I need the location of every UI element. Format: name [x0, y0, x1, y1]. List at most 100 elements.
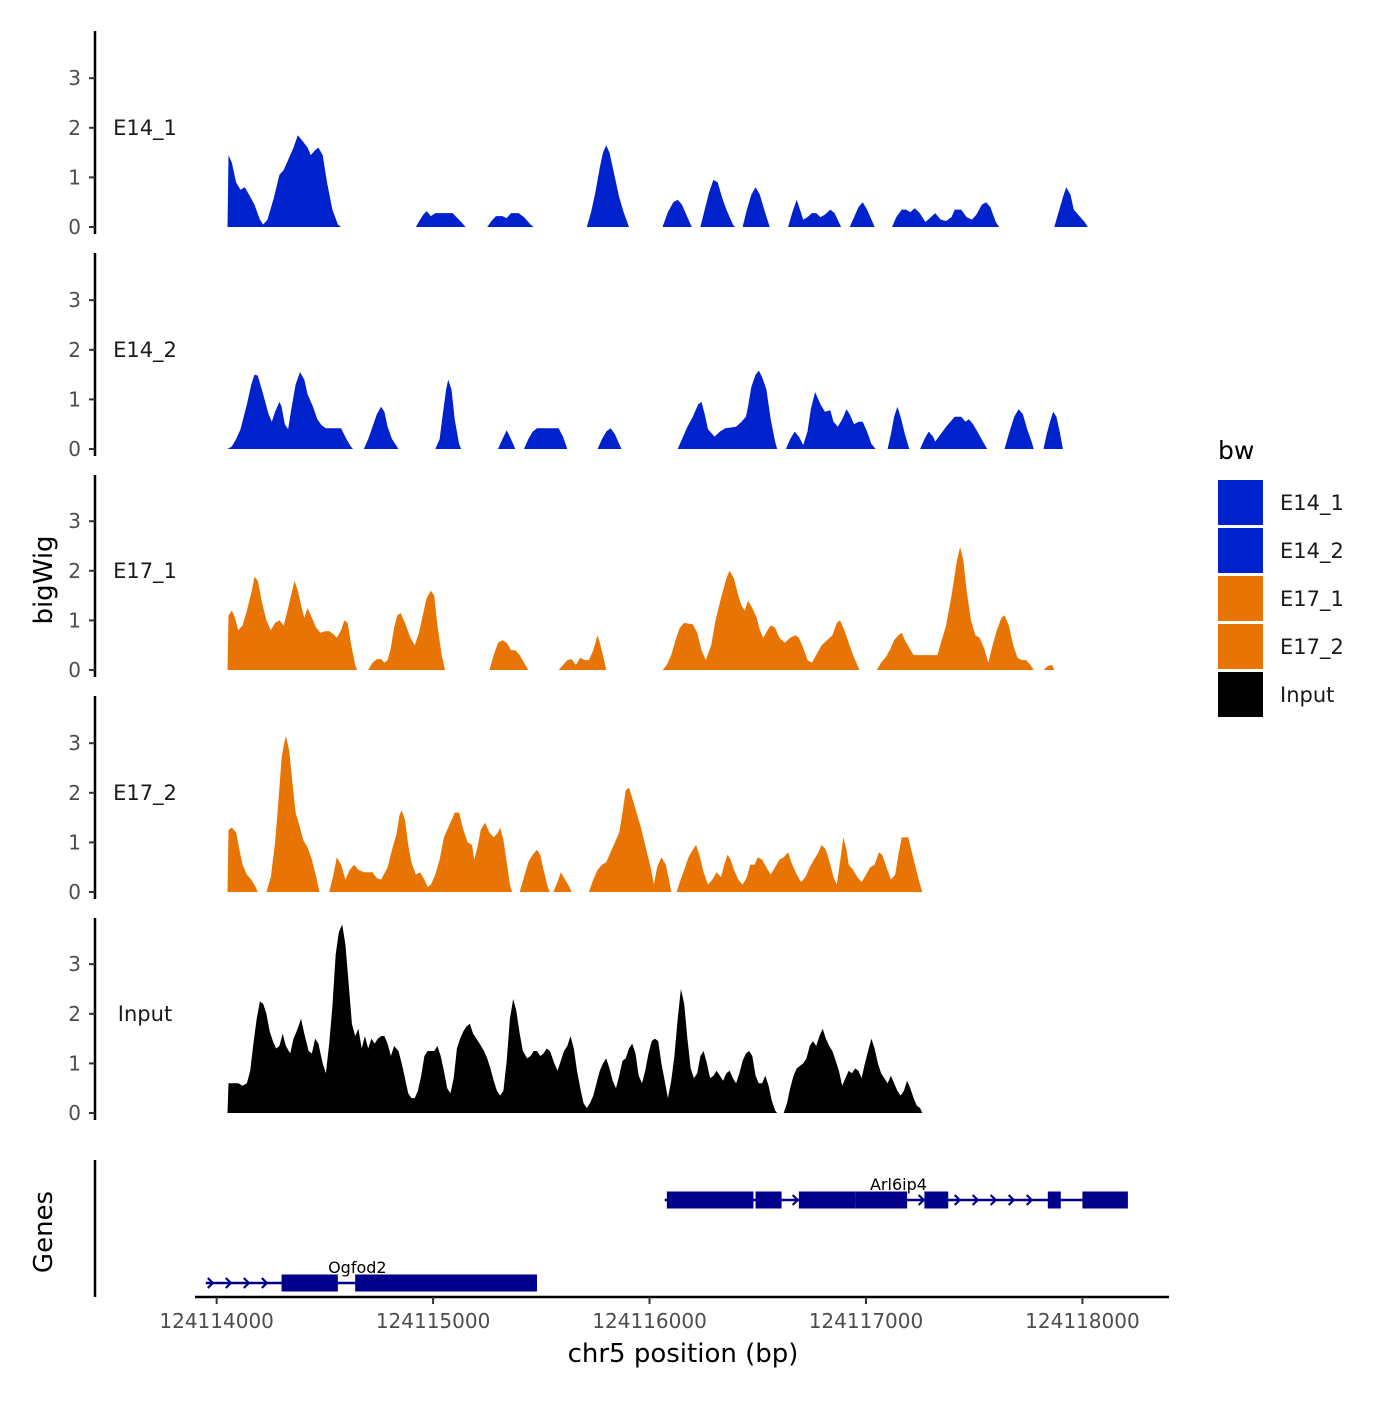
exon [666, 1191, 754, 1209]
coverage-area-E14_1 [415, 211, 466, 227]
exon [355, 1274, 537, 1292]
strand-arrow [791, 1194, 800, 1206]
track-E17_2: 0 1 2 3 E17_2 [68, 696, 923, 904]
y-tick-label: 3 [68, 288, 81, 312]
gene-Arl6ip4: Arl6ip4 [664, 1175, 1128, 1209]
track-E14_1: 0 1 2 3 E14_1 [68, 31, 1088, 239]
gene-track: Ogfod2 Arl6ip4 [93, 1160, 1128, 1297]
coverage-tracks: 0 1 2 3 E14_1 0 1 2 3 E14_2 0 1 2 3 E17_1 0 1 2 3 E17_2 0 1 2 3… [68, 31, 1088, 1125]
coverage-area-E14_2 [227, 372, 353, 449]
coverage-area-E14_1 [662, 199, 692, 227]
legend: bw E14_1 E14_2 E17_1 E17_2 Input [1218, 436, 1344, 717]
coverage-area-E14_1 [849, 202, 875, 227]
coverage-area-E17_1 [368, 590, 445, 670]
track-label-E14_1: E14_1 [113, 116, 177, 141]
coverage-area-E14_2 [498, 430, 516, 449]
strand-arrow [261, 1277, 269, 1289]
strand-arrow [953, 1194, 962, 1206]
x-tick-label: 124118000 [1025, 1309, 1140, 1333]
x-tick-label: 124115000 [376, 1309, 491, 1333]
exon [1082, 1191, 1128, 1209]
coverage-area-E14_2 [1043, 411, 1063, 449]
strand-arrow [971, 1194, 980, 1206]
x-tick-label: 124114000 [159, 1309, 274, 1333]
coverage-area-E14_2 [1004, 409, 1034, 449]
coverage-area-E17_1 [876, 547, 1034, 670]
track-label-Input: Input [118, 1002, 172, 1026]
legend-label-E14_2: E14_2 [1280, 539, 1344, 564]
legend-swatch-E14_1 [1218, 480, 1263, 525]
coverage-area-E14_2 [920, 416, 988, 449]
coverage-area-E17_2 [329, 810, 513, 892]
coverage-area-Input [783, 1028, 923, 1113]
y-tick-label: 3 [68, 509, 81, 533]
strand-arrow [989, 1194, 998, 1206]
coverage-area-E17_1 [1043, 665, 1055, 670]
track-label-E14_2: E14_2 [113, 338, 177, 363]
y-tick-label: 1 [68, 387, 81, 411]
coverage-area-E14_1 [586, 145, 629, 227]
coverage-area-E14_1 [1054, 187, 1088, 227]
coverage-area-E14_1 [742, 187, 770, 227]
x-tick-label: 124117000 [809, 1309, 924, 1333]
exon [755, 1191, 782, 1209]
coverage-area-E14_1 [788, 199, 842, 227]
legend-label-E17_2: E17_2 [1280, 635, 1344, 660]
legend-label-E17_1: E17_1 [1280, 587, 1344, 612]
coverage-area-E14_2 [363, 406, 399, 449]
legend-swatch-E17_2 [1218, 624, 1263, 669]
y-tick-label: 0 [68, 658, 81, 682]
legend-title: bw [1218, 436, 1254, 465]
coverage-area-E17_2 [553, 872, 572, 892]
track-E14_2: 0 1 2 3 E14_2 [68, 253, 1063, 461]
y-tick-label: 2 [68, 338, 81, 362]
coverage-area-E17_1 [558, 635, 607, 670]
coverage-area-E14_1 [700, 179, 735, 227]
coverage-area-E14_1 [487, 213, 534, 227]
coverage-area-E14_2 [677, 370, 778, 449]
y-tick-label: 3 [68, 952, 81, 976]
coverage-area-E14_1 [227, 135, 342, 227]
coverage-area-E17_2 [519, 849, 550, 892]
legend-swatch-E14_2 [1218, 528, 1263, 573]
y-tick-label: 2 [68, 1002, 81, 1026]
exon [855, 1191, 908, 1209]
gene-label-Ogfod2: Ogfod2 [328, 1258, 387, 1277]
coverage-area-E17_1 [662, 570, 860, 670]
strand-arrow [225, 1277, 233, 1289]
coverage-area-E14_2 [597, 428, 622, 449]
x-tick-label: 124116000 [592, 1309, 707, 1333]
y-tick-label: 1 [68, 165, 81, 189]
legend-label-Input: Input [1280, 683, 1334, 707]
coverage-area-E17_2 [588, 787, 672, 892]
x-axis-title: chr5 position (bp) [568, 1339, 799, 1369]
coverage-area-E14_2 [887, 406, 910, 449]
y-tick-label: 0 [68, 880, 81, 904]
coverage-area-E17_2 [266, 735, 320, 892]
y-axis-title-genes: Genes [29, 1191, 59, 1273]
y-tick-label: 2 [68, 116, 81, 140]
exon [798, 1191, 856, 1209]
coverage-area-E14_2 [435, 379, 462, 449]
coverage-area-E17_1 [227, 576, 358, 670]
exon [281, 1274, 338, 1292]
track-label-E17_2: E17_2 [113, 781, 177, 806]
strand-arrow [1007, 1194, 1016, 1206]
strand-arrow [243, 1277, 251, 1289]
legend-swatch-Input [1218, 672, 1263, 717]
y-tick-label: 0 [68, 215, 81, 239]
y-tick-label: 1 [68, 608, 81, 632]
strand-arrow [207, 1277, 215, 1289]
track-E17_1: 0 1 2 3 E17_1 [68, 475, 1055, 682]
legend-label-E14_1: E14_1 [1280, 491, 1344, 516]
exon [1047, 1191, 1061, 1209]
track-label-E17_1: E17_1 [113, 559, 177, 584]
y-tick-label: 0 [68, 1101, 81, 1125]
coverage-area-E14_2 [785, 392, 876, 449]
coverage-area-E14_1 [892, 202, 1000, 227]
coverage-area-Input [227, 924, 778, 1113]
y-tick-label: 3 [68, 66, 81, 90]
y-tick-label: 2 [68, 559, 81, 583]
